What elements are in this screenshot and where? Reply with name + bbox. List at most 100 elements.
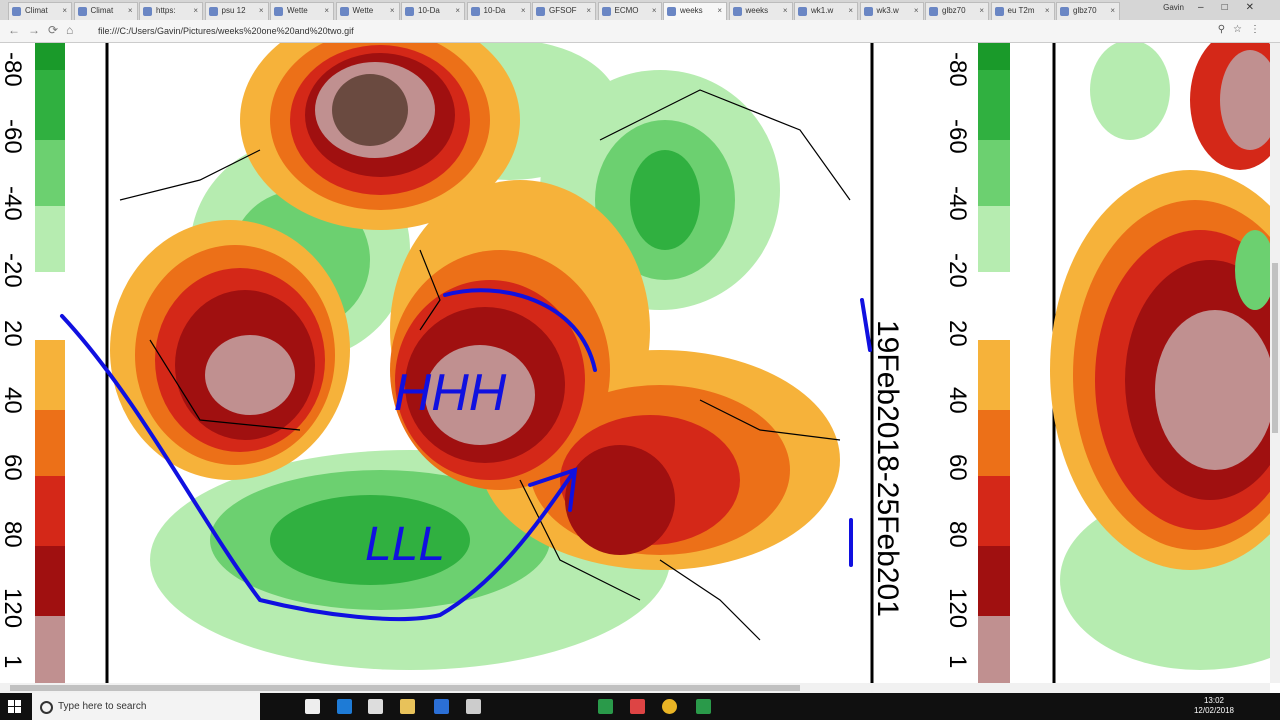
tab-close[interactable]: ×	[913, 6, 919, 15]
tab-close[interactable]: ×	[193, 6, 198, 15]
right-scale-label: 80	[944, 521, 971, 548]
browser-tab[interactable]: ECMO ×	[597, 2, 662, 20]
tab-icon	[994, 7, 1004, 16]
tab-title: wk3.w	[876, 6, 899, 15]
anomaly-map	[109, 43, 871, 683]
left-scale-label: -60	[0, 119, 26, 154]
app-icon[interactable]	[400, 699, 415, 714]
tab-title: glbz70	[942, 6, 966, 15]
right-scale-label: 1	[944, 655, 971, 668]
tab-title: glbz70	[1073, 6, 1097, 15]
tab-icon	[798, 7, 807, 16]
tab-icon	[208, 7, 218, 16]
tab-title: Climat	[25, 6, 48, 15]
browser-tab[interactable]: https: ×	[139, 2, 203, 20]
left-scale-label: -80	[0, 52, 26, 87]
browser-tab[interactable]: weeks ×	[663, 2, 727, 20]
tab-close[interactable]: ×	[324, 6, 329, 15]
app-icon[interactable]	[662, 699, 677, 714]
app-icon[interactable]	[696, 699, 711, 714]
browser-tab[interactable]: wk3.w ×	[859, 2, 924, 20]
right-scale-label: 20	[944, 320, 971, 347]
left-scale-label: 120	[0, 588, 26, 628]
browser-tab[interactable]: Climat ×	[8, 2, 72, 20]
browser-tab[interactable]: wk1.w ×	[794, 2, 858, 20]
browser-tab[interactable]: glbz70 ×	[1056, 2, 1120, 20]
low-annotation: LLL	[365, 518, 445, 571]
horizontal-scrollbar[interactable]	[0, 683, 1270, 693]
tab-icon	[732, 7, 742, 16]
vertical-scrollbar[interactable]	[1270, 43, 1280, 683]
url[interactable]: file:///C:/Users/Gavin/Pictures/weeks%20…	[98, 26, 354, 36]
clock[interactable]: 13:02 12/02/2018	[1194, 696, 1234, 716]
tab-title: eu T2m	[1007, 6, 1035, 15]
app-icon[interactable]	[598, 699, 613, 714]
app-icon[interactable]	[466, 699, 481, 714]
tab-icon	[536, 7, 545, 16]
tab-title: Climat	[90, 6, 114, 15]
left-scale-label: 20	[0, 320, 26, 347]
app-icon[interactable]	[305, 699, 320, 714]
left-scale-label: -20	[0, 253, 26, 288]
tab-title: weeks	[680, 6, 703, 15]
browser-tab[interactable]: 10-Da ×	[401, 2, 465, 20]
tab-title: weeks	[745, 6, 769, 15]
tab-title: 10-Da	[483, 6, 506, 15]
browser-tab[interactable]: eu T2m ×	[990, 2, 1055, 20]
tab-close[interactable]: ×	[979, 6, 984, 15]
tab-close[interactable]: ×	[62, 6, 67, 15]
high-annotation: HHH	[394, 364, 507, 422]
tab-icon	[12, 7, 21, 16]
tab-title: 10-Da	[418, 6, 440, 15]
left-scale-label: -40	[0, 186, 26, 221]
browser-tab[interactable]: weeks ×	[728, 2, 793, 20]
tab-icon	[405, 7, 414, 16]
tab-title: Wette	[287, 6, 308, 15]
app-icon[interactable]	[434, 699, 449, 714]
window-controls[interactable]: –□✕	[1198, 2, 1272, 13]
search-box[interactable]: Type here to search	[32, 693, 260, 720]
tab-close[interactable]: ×	[127, 6, 133, 15]
tab-icon	[601, 7, 611, 16]
tab-close[interactable]: ×	[782, 6, 788, 15]
app-icon[interactable]	[337, 699, 352, 714]
tab-icon	[274, 7, 283, 16]
tab-title: wk1.w	[811, 6, 834, 15]
clock-date: 12/02/2018	[1193, 706, 1234, 715]
taskbar: Type here to search 13:02 12/02/2018	[0, 693, 1280, 720]
browser-tab[interactable]: glbz70 ×	[925, 2, 989, 20]
left-scale-label: 1	[0, 655, 26, 668]
left-scale-label: 60	[0, 454, 26, 481]
tab-icon	[470, 7, 480, 16]
browser-tab[interactable]: Climat ×	[73, 2, 138, 20]
right-scale-label: -60	[944, 119, 971, 154]
browser-tab[interactable]: 10-Da ×	[466, 2, 531, 20]
tab-close[interactable]: ×	[1044, 6, 1050, 15]
app-icon[interactable]	[630, 699, 645, 714]
tab-close[interactable]: ×	[520, 6, 526, 15]
browser-tab[interactable]: psu 12 ×	[204, 2, 269, 20]
tab-close[interactable]: ×	[1110, 6, 1115, 15]
tab-icon	[1060, 7, 1069, 16]
app-icon[interactable]	[368, 699, 383, 714]
date-range: 19Feb2018-25Feb201	[871, 320, 904, 617]
tab-strip: Gavin –□✕ Climat × Climat × https: × psu 12 × We…	[0, 0, 1280, 20]
tab-close[interactable]: ×	[848, 6, 853, 15]
toolbar-icons[interactable]: ⚲☆⋮	[1217, 24, 1268, 35]
tab-icon	[863, 7, 873, 16]
left-scale-label: 40	[0, 387, 26, 414]
tab-close[interactable]: ×	[717, 6, 722, 15]
window-user: Gavin	[1163, 3, 1184, 12]
browser-tab[interactable]: GFSOF ×	[532, 2, 596, 20]
tab-close[interactable]: ×	[455, 6, 460, 15]
tab-title: Wette	[352, 6, 374, 15]
browser-tab[interactable]: Wette ×	[270, 2, 334, 20]
start-button[interactable]	[8, 700, 21, 713]
tab-close[interactable]: ×	[651, 6, 657, 15]
tab-close[interactable]: ×	[258, 6, 264, 15]
second-map	[1050, 43, 1280, 670]
tab-close[interactable]: ×	[586, 6, 591, 15]
nav-buttons[interactable]: ←→⟳⌂	[8, 23, 82, 37]
browser-tab[interactable]: Wette ×	[335, 2, 400, 20]
tab-close[interactable]: ×	[389, 6, 395, 15]
